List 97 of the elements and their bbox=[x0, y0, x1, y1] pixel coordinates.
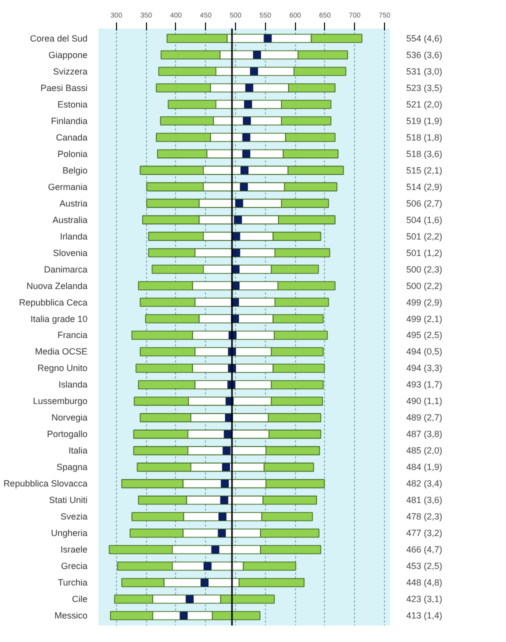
y-tick-label: Grecia bbox=[60, 561, 88, 572]
point bbox=[242, 150, 250, 158]
data-label: 499 (2,1) bbox=[406, 314, 442, 324]
data-label: 536 (3,6) bbox=[406, 50, 442, 60]
y-tick-label: Israele bbox=[60, 544, 88, 555]
point bbox=[234, 216, 242, 224]
point bbox=[200, 578, 209, 587]
y-tick-label: Norvegia bbox=[51, 412, 88, 423]
point bbox=[220, 496, 228, 504]
y-tick-label: Belgio bbox=[62, 165, 88, 176]
data-label: 501 (2,2) bbox=[406, 231, 442, 242]
point bbox=[186, 595, 194, 604]
point bbox=[218, 512, 226, 521]
data-label: 518 (1,8) bbox=[406, 132, 442, 142]
y-tick-label: Italia bbox=[68, 446, 88, 456]
data-label: 493 (1,7) bbox=[406, 380, 442, 390]
data-label: 515 (2,1) bbox=[406, 165, 442, 176]
data-label: 478 (2,3) bbox=[406, 512, 442, 522]
point bbox=[235, 199, 244, 208]
y-tick-label: Portogallo bbox=[46, 429, 88, 440]
y-tick-label: Irlanda bbox=[60, 231, 88, 242]
data-label: 487 (3,8) bbox=[406, 429, 442, 440]
data-label: 482 (3,4) bbox=[406, 478, 442, 489]
data-label: 504 (1,6) bbox=[406, 214, 442, 225]
y-tick-label: Messico bbox=[54, 610, 88, 621]
y-tick-label: Italia grade 10 bbox=[30, 314, 88, 324]
y-tick-label: Nuova Zelanda bbox=[26, 280, 88, 291]
point bbox=[242, 116, 251, 125]
data-label: 531 (3,0) bbox=[406, 66, 442, 76]
data-label: 477 (3,2) bbox=[406, 528, 442, 538]
point bbox=[204, 562, 212, 570]
y-tick-label: Paesi Bassi bbox=[40, 82, 88, 93]
data-label: 489 (2,7) bbox=[406, 412, 442, 423]
point bbox=[232, 232, 240, 240]
data-label: 500 (2,3) bbox=[406, 264, 442, 274]
y-tick-label: Stati Uniti bbox=[48, 495, 88, 506]
y-tick-label: Islanda bbox=[58, 380, 88, 390]
y-tick-label: Svezia bbox=[60, 512, 88, 522]
y-tick-label: Cile bbox=[72, 594, 88, 604]
data-label: 506 (2,7) bbox=[406, 198, 442, 208]
y-tick-label: Finlandia bbox=[50, 116, 88, 126]
y-tick-label: Giappone bbox=[48, 50, 88, 60]
y-tick-label: Germania bbox=[48, 182, 88, 192]
data-label: 554 (4,6) bbox=[406, 33, 442, 44]
y-tick-label: Media OCSE bbox=[34, 346, 88, 357]
data-label: 494 (3,3) bbox=[406, 363, 442, 374]
point bbox=[222, 446, 231, 455]
y-tick-label: Canada bbox=[56, 132, 88, 142]
data-label: 518 (3,6) bbox=[406, 148, 442, 159]
data-label: 494 (0,5) bbox=[406, 346, 442, 357]
point bbox=[220, 480, 229, 488]
y-tick-label: Repubblica Ceca bbox=[18, 297, 88, 308]
data-label: 500 (2,2) bbox=[406, 280, 442, 291]
y-tick-label: Francia bbox=[57, 330, 88, 340]
y-tick-label: Austria bbox=[59, 198, 88, 208]
data-label: 501 (1,2) bbox=[406, 248, 442, 258]
point bbox=[250, 67, 258, 76]
data-label: 514 (2,9) bbox=[406, 182, 442, 192]
y-tick-label: Spagna bbox=[56, 462, 88, 472]
point bbox=[211, 546, 220, 554]
data-label: 485 (2,0) bbox=[406, 446, 442, 456]
point bbox=[240, 182, 248, 191]
point bbox=[222, 463, 230, 472]
y-tick-label: Australia bbox=[52, 214, 88, 225]
data-label: 523 (3,5) bbox=[406, 82, 442, 93]
data-label: 490 (1,1) bbox=[406, 396, 442, 406]
y-tick-label: Danimarca bbox=[44, 264, 88, 274]
data-label: 413 (1,4) bbox=[406, 610, 442, 621]
point bbox=[244, 100, 252, 108]
point bbox=[242, 133, 250, 142]
data-label: 481 (3,6) bbox=[406, 495, 442, 506]
y-tick-label: Svizzera bbox=[52, 66, 88, 76]
y-tick-label: Lussemburgo bbox=[32, 396, 88, 406]
y-tick-label: Slovenia bbox=[52, 248, 88, 258]
point bbox=[253, 50, 262, 59]
data-label: 448 (4,8) bbox=[406, 578, 442, 588]
data-label: 521 (2,0) bbox=[406, 99, 442, 110]
point bbox=[240, 166, 248, 174]
y-tick-label: Corea del Sud bbox=[30, 33, 88, 44]
y-tick-label: Turchia bbox=[58, 578, 88, 588]
point bbox=[245, 84, 254, 92]
y-tick-label: Estonia bbox=[57, 99, 88, 110]
data-label: 499 (2,9) bbox=[406, 297, 442, 308]
y-tick-label: Repubblica Slovacca bbox=[3, 478, 88, 489]
data-label: 453 (2,5) bbox=[406, 561, 442, 572]
y-tick-label: Regno Unito bbox=[37, 363, 88, 374]
y-tick-label: Ungheria bbox=[50, 528, 88, 538]
point bbox=[180, 612, 188, 620]
point bbox=[232, 248, 240, 257]
data-label: 466 (4,7) bbox=[406, 544, 442, 555]
point bbox=[218, 529, 226, 538]
point bbox=[264, 34, 272, 42]
y-tick-label: Polonia bbox=[57, 148, 88, 159]
data-label: 423 (3,1) bbox=[406, 594, 442, 604]
data-label: 495 (2,5) bbox=[406, 330, 442, 340]
data-label: 519 (1,9) bbox=[406, 116, 442, 126]
data-label: 484 (1,9) bbox=[406, 462, 442, 472]
